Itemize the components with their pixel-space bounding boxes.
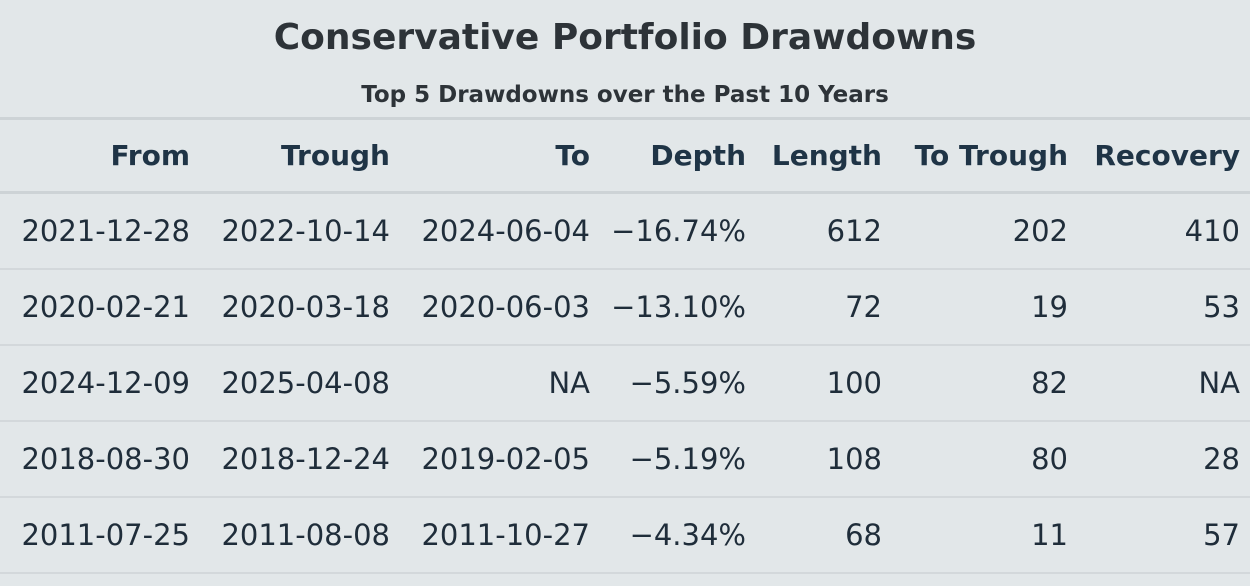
column-header-recovery: Recovery — [1094, 139, 1240, 172]
table-title: Conservative Portfolio Drawdowns — [273, 17, 977, 58]
cell-to-trough: 19 — [892, 268, 1078, 346]
column-header-depth: Depth — [650, 139, 746, 172]
cell-length: 68 — [756, 496, 892, 574]
cell-from: 2018-08-30 — [0, 420, 200, 498]
cell-to-trough: 202 — [892, 192, 1078, 270]
column-header-from: From — [110, 139, 190, 172]
cell-depth: −5.59% — [600, 344, 756, 422]
cell-length: 612 — [756, 192, 892, 270]
table-subtitle: Top 5 Drawdowns over the Past 10 Years — [361, 82, 889, 108]
cell-depth: −4.34% — [600, 496, 756, 574]
cell-to: 2019-02-05 — [400, 420, 600, 498]
table-row: 2020-02-21 2020-03-18 2020-06-03 −13.10%… — [0, 268, 1250, 346]
table-row: 2011-07-25 2011-08-08 2011-10-27 −4.34% … — [0, 496, 1250, 574]
cell-to: 2024-06-04 — [400, 192, 600, 270]
cell-to-trough: 11 — [892, 496, 1078, 574]
drawdowns-table: From Trough To Depth Length To Trough Re… — [0, 117, 1250, 574]
cell-depth: −13.10% — [600, 268, 756, 346]
cell-recovery: 28 — [1078, 420, 1250, 498]
cell-trough: 2020-03-18 — [200, 268, 400, 346]
cell-length: 100 — [756, 344, 892, 422]
cell-from: 2020-02-21 — [0, 268, 200, 346]
cell-depth: −16.74% — [600, 192, 756, 270]
cell-from: 2021-12-28 — [0, 192, 200, 270]
cell-recovery: NA — [1078, 344, 1250, 422]
cell-to-trough: 82 — [892, 344, 1078, 422]
column-header-length: Length — [771, 139, 882, 172]
column-header-to: To — [555, 139, 590, 172]
column-header-trough: Trough — [281, 139, 390, 172]
cell-depth: −5.19% — [600, 420, 756, 498]
cell-trough: 2011-08-08 — [200, 496, 400, 574]
table-row: 2021-12-28 2022-10-14 2024-06-04 −16.74%… — [0, 192, 1250, 270]
cell-length: 108 — [756, 420, 892, 498]
cell-from: 2024-12-09 — [0, 344, 200, 422]
table-row: 2024-12-09 2025-04-08 NA −5.59% 100 82 N… — [0, 344, 1250, 422]
cell-to: 2011-10-27 — [400, 496, 600, 574]
cell-trough: 2025-04-08 — [200, 344, 400, 422]
cell-trough: 2022-10-14 — [200, 192, 400, 270]
table-row: 2018-08-30 2018-12-24 2019-02-05 −5.19% … — [0, 420, 1250, 498]
cell-recovery: 53 — [1078, 268, 1250, 346]
cell-trough: 2018-12-24 — [200, 420, 400, 498]
cell-recovery: 57 — [1078, 496, 1250, 574]
cell-recovery: 410 — [1078, 192, 1250, 270]
header-row: From Trough To Depth Length To Trough Re… — [0, 118, 1250, 193]
cell-to: 2020-06-03 — [400, 268, 600, 346]
cell-to-trough: 80 — [892, 420, 1078, 498]
cell-to: NA — [400, 344, 600, 422]
cell-length: 72 — [756, 268, 892, 346]
column-header-to-trough: To Trough — [914, 139, 1068, 172]
cell-from: 2011-07-25 — [0, 496, 200, 574]
